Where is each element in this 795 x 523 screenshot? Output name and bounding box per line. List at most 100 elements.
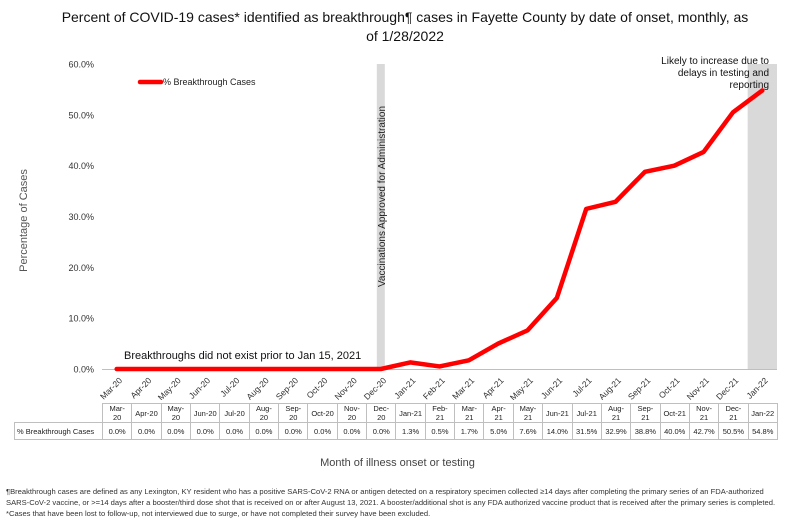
shaded-band [747, 64, 777, 369]
table-header-cell: Jul-21 [571, 403, 602, 423]
table-value-cell: 42.7% [688, 422, 720, 440]
data-point [525, 328, 530, 333]
data-point [408, 360, 413, 365]
data-point [730, 110, 735, 115]
table-header-cell: Mar- 20 [101, 403, 133, 423]
table-value-cell: 5.0% [483, 422, 514, 440]
data-point [466, 358, 471, 363]
legend-label: % Breakthrough Cases [163, 77, 256, 87]
x-tick-label: Sep-21 [626, 375, 653, 400]
table-value-row: % Breakthrough Cases 0.0% 0.0% 0.0% 0.0% 0.0%… [14, 422, 778, 440]
x-tick-label: Nov-21 [685, 375, 712, 400]
x-tick-label: Apr-20 [128, 375, 153, 400]
data-table: Mar- 20 Apr-20 May- 20 Jun-20 Jul-20 Aug- 20 Sep-… [14, 403, 778, 440]
x-tick-label: Dec-21 [714, 375, 741, 400]
table-header-cell: Nov- 21 [688, 403, 720, 423]
annotation-increase-line: delays in testing and [678, 68, 769, 79]
data-point [290, 367, 295, 372]
table-value-cell: 38.8% [630, 422, 661, 440]
x-tick-label: Aug-21 [597, 375, 624, 400]
table-value-cell: 0.0% [248, 422, 280, 440]
table-value-cell: 32.9% [600, 422, 632, 440]
y-tick-label: 10.0% [68, 314, 94, 324]
data-point [437, 364, 442, 369]
table-value-cell: 31.5% [571, 422, 602, 440]
data-point [378, 367, 383, 372]
data-point [701, 149, 706, 154]
band-label: Vaccinations Approved for Administration [377, 106, 388, 287]
x-tick-label: Sep-20 [274, 375, 301, 400]
data-point [496, 341, 501, 346]
table-header-cell: Jan-21 [395, 403, 426, 423]
table-header-cell: Nov- 20 [336, 403, 368, 423]
y-tick-label: 30.0% [68, 212, 94, 222]
x-tick-label: Jun-20 [187, 375, 213, 400]
data-point [584, 206, 589, 211]
table-value-cell: 7.6% [512, 422, 544, 440]
x-tick-label: Jul-20 [218, 375, 242, 399]
x-tick-label: Feb-21 [421, 375, 447, 400]
x-tick-label: Nov-20 [332, 375, 359, 400]
table-header-cell: Jun-21 [542, 403, 573, 423]
table-header-cell: Jul-20 [219, 403, 250, 423]
table-header-cell: Dec- 20 [366, 403, 397, 423]
table-value-cell: 0.0% [160, 422, 192, 440]
table-header-cell: Jan-22 [747, 403, 778, 423]
table-value-cell: 0.0% [190, 422, 221, 440]
annotation-increase-line: reporting [730, 80, 769, 91]
x-tick-label: Jan-22 [744, 375, 770, 400]
data-point [349, 367, 354, 372]
x-tick-label: Oct-21 [657, 375, 682, 400]
table-value-cell: 0.0% [101, 422, 133, 440]
table-value-cell: 14.0% [542, 422, 573, 440]
table-corner [14, 403, 103, 423]
table-value-cell: 0.0% [278, 422, 309, 440]
table-value-cell: 0.0% [366, 422, 397, 440]
table-value-cell: 0.0% [219, 422, 250, 440]
data-point [114, 367, 119, 372]
table-value-cell: 0.0% [131, 422, 162, 440]
series-line [114, 88, 765, 372]
table-value-cell: 1.7% [454, 422, 485, 440]
x-tick-label: Dec-20 [362, 375, 389, 400]
x-tick-label: May-21 [508, 375, 535, 400]
table-header-row: Mar- 20 Apr-20 May- 20 Jun-20 Jul-20 Aug- 20 Sep-… [14, 403, 778, 423]
y-tick-label: 40.0% [68, 161, 94, 171]
table-header-cell: May- 21 [512, 403, 544, 423]
line-chart: Vaccinations Approved for Administration… [18, 56, 777, 400]
x-axis-title: Month of illness onset or testing [320, 457, 475, 469]
table-header-cell: Oct-20 [307, 403, 338, 423]
table-value-cell: 50.5% [718, 422, 749, 440]
table-header-cell: Sep- 21 [630, 403, 661, 423]
table-header-cell: Oct-21 [659, 403, 690, 423]
table-header-cell: Sep- 20 [278, 403, 309, 423]
y-tick-label: 50.0% [68, 110, 94, 120]
data-point [320, 367, 325, 372]
table-header-cell: Aug- 21 [600, 403, 632, 423]
table-value-cell: 54.8% [747, 422, 778, 440]
x-tick-label: Aug-20 [244, 375, 271, 400]
data-point [613, 199, 618, 204]
annotation-increase-line: Likely to increase due to [661, 56, 769, 67]
table-header-cell: Feb- 21 [424, 403, 456, 423]
table-value-cell: 0.0% [307, 422, 338, 440]
table-header-cell: Apr-20 [131, 403, 162, 423]
chart-title: Percent of COVID-19 cases* identified as… [61, 9, 749, 44]
y-tick-label: 0.0% [73, 365, 94, 375]
data-point [173, 367, 178, 372]
y-axis-title: Percentage of Cases [18, 169, 30, 272]
x-tick-label: Jan-21 [392, 375, 418, 400]
table-value-cell: 0.5% [424, 422, 456, 440]
table-header-cell: Jun-20 [190, 403, 221, 423]
data-point [232, 367, 237, 372]
x-tick-label: Mar-20 [98, 375, 124, 400]
x-tick-label: Jun-21 [539, 375, 565, 400]
data-point [261, 367, 266, 372]
x-tick-label: Oct-20 [304, 375, 329, 400]
table-header-cell: Apr- 21 [483, 403, 514, 423]
table-value-cell: 1.3% [395, 422, 426, 440]
table-header-cell: Mar- 21 [454, 403, 485, 423]
x-tick-label: Jul-21 [570, 375, 594, 399]
data-point [554, 295, 559, 300]
annotation-no-breakthroughs: Breakthroughs did not exist prior to Jan… [124, 350, 361, 362]
